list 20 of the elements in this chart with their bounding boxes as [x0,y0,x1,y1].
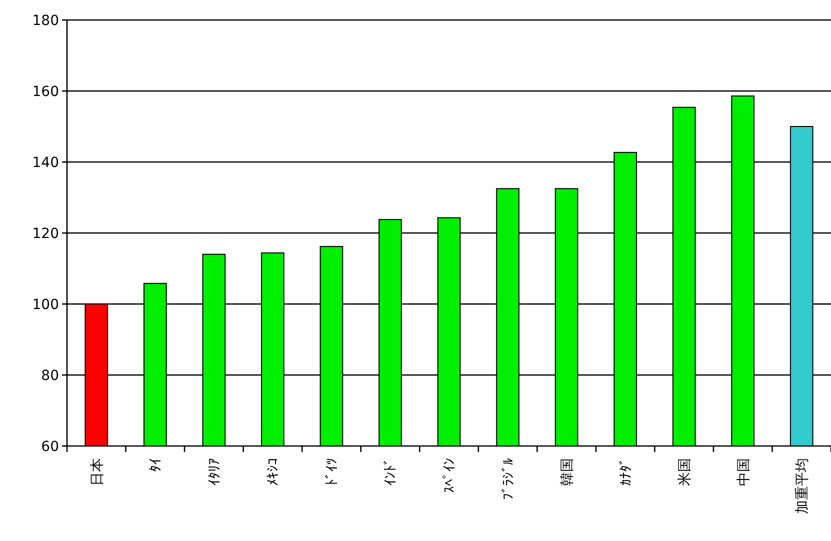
x-tick-label: ﾌﾞﾗｼﾞﾙ [500,458,517,500]
y-tick-label: 180 [32,13,59,29]
x-tick-label: ﾒｷｼｺ [266,458,282,486]
y-tick-label: 60 [41,439,59,455]
x-tick-label: 加重平均 [794,458,811,514]
x-tick-label: ﾀｲ [148,458,164,472]
y-tick-label: 120 [32,226,59,242]
x-tick-label: ﾄﾞｲﾂ [324,458,340,486]
y-tick-label: 100 [32,297,59,313]
x-tick-label: ｽﾍﾟｲﾝ [442,458,458,493]
x-tick-label: 米国 [677,458,694,486]
x-tick-label: ｲﾀﾘｱ [206,458,223,486]
x-tick-label: 中国 [736,458,752,486]
y-tick-label: 140 [32,155,59,171]
x-tick-label: ｶﾅﾀﾞ [618,458,634,486]
x-tick-label: ｲﾝﾄﾞ [383,458,400,486]
y-tick-label: 80 [41,368,59,384]
x-tick-label: 日本 [89,458,106,486]
y-tick-label: 160 [32,84,59,100]
x-tick-label: 韓国 [560,458,576,486]
